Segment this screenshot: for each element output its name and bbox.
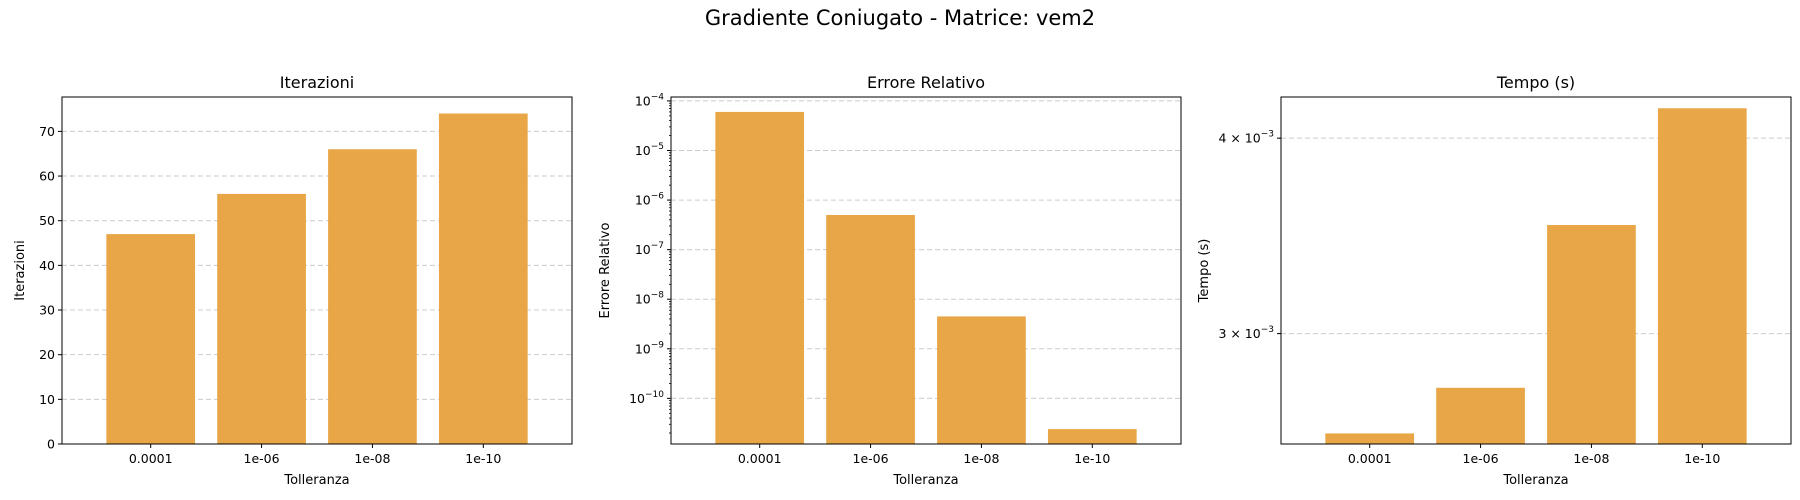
bar-0-0001	[715, 111, 805, 444]
y-tick-label: 10−10	[629, 390, 664, 406]
bar-1e-08	[328, 149, 417, 444]
bar-1e-06	[826, 214, 915, 444]
y-tick-label: 10−4	[635, 92, 664, 108]
figure-title: Gradiente Coniugato - Matrice: vem2	[705, 6, 1095, 30]
axes-frame	[670, 96, 1182, 445]
x-tick-label: 1e-06	[244, 451, 280, 466]
bar-1e-10	[1047, 429, 1137, 444]
x-tick-label: 1e-10	[1684, 451, 1720, 466]
y-tick-label: 10−6	[635, 192, 664, 208]
bar-0-0001	[106, 234, 196, 444]
x-tick-label: 1e-10	[465, 451, 501, 466]
panel-title: Errore Relativo	[867, 73, 985, 92]
x-tick-label: 0.0001	[738, 451, 782, 466]
x-tick-label: 1e-08	[963, 451, 999, 466]
y-tick-label: 50	[39, 213, 55, 228]
x-tick-label: 1e-10	[1074, 451, 1110, 466]
bar-1e-06	[217, 193, 306, 444]
panel-iterazioni: 0 10 20 30 40 50 60 70 0.0001 1e-06 1e-08 1e-10 It…	[13, 73, 573, 488]
y-tick-label: 10−9	[635, 340, 664, 356]
bar-1e-08	[937, 316, 1026, 444]
y-tick-label: 60	[39, 169, 55, 184]
bar-1e-08	[1547, 225, 1636, 444]
y-tick-label: 4 × 10−3	[1218, 130, 1274, 146]
y-axis-label: Tempo (s)	[1197, 239, 1212, 304]
x-tick-label: 1e-06	[1463, 451, 1499, 466]
y-tick-label: 20	[39, 347, 55, 362]
y-tick-label: 40	[39, 258, 55, 273]
bar-1e-10	[1657, 108, 1747, 445]
y-tick-label: 10−5	[635, 142, 664, 158]
panel-tempo: 3 × 10−3 4 × 10−3 0.0001 1e-06 1e-08 1e-10 T…	[1197, 73, 1792, 488]
y-tick-label: 10−8	[635, 291, 664, 307]
panel-title: Iterazioni	[280, 73, 354, 92]
y-axis-label: Iterazioni	[13, 240, 28, 300]
bar-0-0001	[1325, 433, 1415, 444]
x-axis-label: Tolleranza	[283, 473, 349, 488]
x-axis-label: Tolleranza	[892, 473, 958, 488]
x-axis-label: Tolleranza	[1502, 473, 1568, 488]
x-tick-label: 1e-06	[853, 451, 889, 466]
y-tick-label: 70	[39, 124, 55, 139]
x-tick-label: 1e-08	[1573, 451, 1609, 466]
y-tick-label: 3 × 10−3	[1218, 325, 1274, 341]
x-tick-label: 0.0001	[129, 451, 173, 466]
y-tick-label: 0	[47, 437, 55, 452]
x-tick-label: 0.0001	[1348, 451, 1392, 466]
panel-title: Tempo (s)	[1496, 73, 1575, 92]
y-tick-label: 10−7	[635, 241, 664, 257]
bar-1e-10	[438, 113, 528, 445]
axes-frame	[61, 96, 573, 445]
y-tick-label: 30	[39, 303, 55, 318]
y-axis-label: Errore Relativo	[598, 223, 613, 319]
axes-frame	[1280, 96, 1792, 445]
bar-1e-06	[1436, 387, 1525, 444]
x-tick-label: 1e-08	[354, 451, 390, 466]
panel-errore-relativo: 10−10 10−9 10−8 10−7 10−6 10−5 10−4 0.0001 1e-0…	[598, 73, 1182, 488]
y-tick-label: 10	[39, 392, 55, 407]
